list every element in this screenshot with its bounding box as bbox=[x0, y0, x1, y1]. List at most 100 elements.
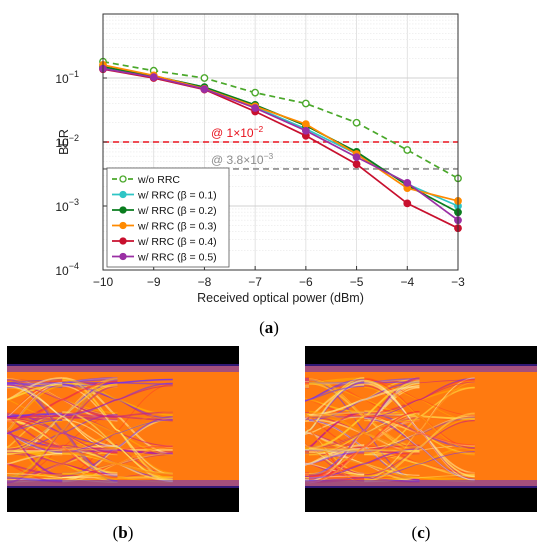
eye-trace bbox=[7, 381, 63, 388]
eye-trace bbox=[305, 449, 365, 452]
data-point bbox=[301, 126, 310, 135]
ber-chart: @ 1×10−2 @ 3.8×10−3 −10 −9 −8 −7 −6 −5 −4 −3 10−1 1… bbox=[55, 13, 465, 305]
eye-traces bbox=[305, 364, 537, 488]
eye-trace bbox=[305, 381, 365, 384]
x-tick-label: −3 bbox=[451, 275, 465, 289]
eye-trace bbox=[7, 381, 63, 431]
eye-trace bbox=[7, 385, 63, 401]
data-point bbox=[403, 146, 412, 154]
y-axis-label: BER bbox=[57, 129, 71, 155]
eye-trace bbox=[308, 448, 420, 452]
eye-trace bbox=[7, 429, 63, 482]
legend-swatch-marker bbox=[119, 221, 127, 230]
eye-trace bbox=[62, 385, 173, 476]
x-tick-label: −5 bbox=[350, 275, 364, 289]
data-point bbox=[200, 85, 209, 94]
eye-trace bbox=[7, 429, 63, 480]
eye-rail bbox=[305, 364, 537, 372]
legend-label: w/o RRC bbox=[137, 174, 180, 186]
legend-label: w/ RRC (β = 0.1) bbox=[137, 190, 217, 202]
eye-trace bbox=[62, 411, 173, 418]
y-tick-label: 10−1 bbox=[55, 69, 79, 86]
eye-trace bbox=[7, 380, 118, 423]
eye-trace bbox=[305, 426, 365, 483]
eye-trace bbox=[7, 412, 63, 448]
x-tick-label: −7 bbox=[248, 275, 262, 289]
eye-rail bbox=[7, 364, 239, 372]
eye-trace bbox=[7, 413, 63, 417]
series-0 bbox=[99, 57, 462, 183]
data-point bbox=[352, 118, 361, 127]
eye-trace bbox=[7, 463, 63, 481]
eye-trace bbox=[7, 432, 63, 451]
eye-trace bbox=[7, 429, 63, 477]
eye-trace bbox=[62, 450, 173, 476]
eye-trace bbox=[7, 450, 63, 465]
legend: w/o RRC w/ RRC (β = 0.1) w/ RRC (β = 0.2) w… bbox=[106, 167, 230, 268]
x-tick-label: −8 bbox=[198, 275, 212, 289]
eye-trace bbox=[364, 415, 475, 447]
x-tick-label: −9 bbox=[147, 275, 161, 289]
eye-trace bbox=[7, 383, 118, 449]
eye-trace bbox=[364, 381, 475, 419]
legend-swatch-marker bbox=[119, 190, 127, 199]
eye-diagram-b-image bbox=[7, 364, 239, 488]
eye-trace bbox=[7, 474, 63, 479]
series-line bbox=[102, 64, 459, 202]
legend-label: w/ RRC (β = 0.5) bbox=[137, 252, 217, 264]
y-tick-label: 10−3 bbox=[55, 197, 79, 214]
eye-trace bbox=[7, 377, 63, 384]
data-point bbox=[352, 160, 361, 169]
eye-trace bbox=[305, 385, 365, 402]
legend-label: w/ RRC (β = 0.3) bbox=[137, 221, 217, 233]
data-point bbox=[200, 74, 209, 82]
y-tick-label: 10−2 bbox=[55, 133, 79, 150]
eye-trace bbox=[308, 411, 420, 483]
eye-trace bbox=[7, 417, 118, 479]
data-point bbox=[352, 153, 361, 162]
legend-swatch-marker bbox=[119, 237, 127, 245]
series-line bbox=[102, 60, 459, 180]
data-point bbox=[301, 120, 310, 129]
data-point bbox=[403, 199, 412, 208]
data-point bbox=[301, 99, 310, 108]
eye-trace bbox=[7, 378, 118, 479]
legend-swatch-marker bbox=[119, 175, 127, 183]
eye-trace bbox=[305, 415, 365, 420]
eye-trace bbox=[7, 462, 63, 484]
eye-trace bbox=[7, 432, 63, 453]
data-point bbox=[149, 73, 158, 82]
y-tick-label: 10−4 bbox=[55, 261, 79, 278]
legend-swatch-marker bbox=[119, 252, 127, 261]
threshold-label: @ 1×10−2 bbox=[211, 124, 264, 140]
eye-trace bbox=[7, 452, 63, 465]
series-line bbox=[102, 67, 459, 221]
data-point bbox=[403, 178, 412, 187]
eye-trace bbox=[7, 476, 63, 479]
eye-diagram-c-image bbox=[305, 364, 537, 488]
caption-b: (b) bbox=[112, 523, 134, 542]
eye-trace bbox=[62, 419, 173, 453]
data-point bbox=[251, 88, 260, 97]
eye-trace bbox=[7, 415, 63, 447]
eye-trace bbox=[7, 417, 118, 454]
eye-trace bbox=[62, 410, 173, 482]
eye-trace bbox=[62, 378, 173, 384]
legend-box bbox=[106, 167, 230, 268]
eye-rail bbox=[7, 480, 239, 488]
eye-diagram-b bbox=[7, 346, 239, 512]
eye-rail bbox=[305, 480, 537, 488]
eye-trace bbox=[7, 379, 63, 384]
eye-trace bbox=[305, 447, 365, 466]
eye-trace bbox=[7, 414, 63, 434]
caption-a: (a) bbox=[259, 318, 279, 337]
x-tick-label: −6 bbox=[299, 275, 313, 289]
eye-trace bbox=[7, 382, 63, 417]
legend-label: w/ RRC (β = 0.4) bbox=[137, 236, 217, 248]
legend-label: w/ RRC (β = 0.2) bbox=[137, 205, 217, 217]
eye-trace bbox=[62, 385, 173, 415]
eye-trace bbox=[364, 412, 475, 482]
series-5 bbox=[99, 64, 462, 225]
eye-traces bbox=[7, 364, 239, 488]
